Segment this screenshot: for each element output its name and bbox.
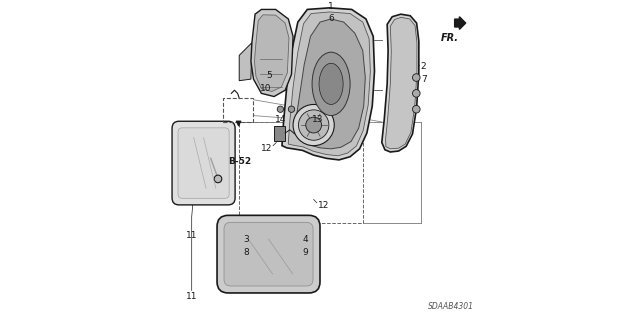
Polygon shape <box>282 8 374 160</box>
Polygon shape <box>239 43 252 81</box>
Ellipse shape <box>319 63 343 104</box>
Text: 4: 4 <box>303 235 308 244</box>
FancyBboxPatch shape <box>217 215 320 293</box>
Polygon shape <box>255 15 289 92</box>
FancyBboxPatch shape <box>172 121 235 205</box>
Bar <box>239 122 363 223</box>
Text: 11: 11 <box>186 292 198 301</box>
Circle shape <box>413 90 420 97</box>
Circle shape <box>214 175 222 183</box>
Text: 5: 5 <box>266 71 272 80</box>
Text: 10: 10 <box>260 84 272 93</box>
Text: 14: 14 <box>275 115 287 124</box>
Text: 12: 12 <box>319 201 330 210</box>
Bar <box>274 126 285 141</box>
Circle shape <box>293 104 334 146</box>
Text: SDAAB4301: SDAAB4301 <box>428 302 474 311</box>
Text: 11: 11 <box>186 232 198 241</box>
Polygon shape <box>382 14 419 152</box>
FancyBboxPatch shape <box>224 222 313 286</box>
Circle shape <box>413 74 420 81</box>
Text: 13: 13 <box>312 115 324 124</box>
Polygon shape <box>385 17 417 149</box>
Text: B-52: B-52 <box>228 157 251 166</box>
Text: 1: 1 <box>328 2 334 11</box>
Circle shape <box>306 117 321 133</box>
Circle shape <box>277 106 284 112</box>
Polygon shape <box>294 19 365 149</box>
Bar <box>223 98 253 122</box>
Polygon shape <box>289 12 371 156</box>
Polygon shape <box>251 10 293 97</box>
Text: 9: 9 <box>303 248 308 257</box>
Circle shape <box>289 106 294 112</box>
Text: 7: 7 <box>420 75 426 84</box>
FancyBboxPatch shape <box>178 128 229 198</box>
Text: 12: 12 <box>260 144 272 153</box>
Text: 3: 3 <box>243 235 249 244</box>
Ellipse shape <box>312 52 350 115</box>
Text: FR.: FR. <box>440 33 458 43</box>
Circle shape <box>298 110 329 140</box>
Text: 8: 8 <box>243 248 249 257</box>
FancyArrow shape <box>454 17 466 29</box>
Text: 6: 6 <box>328 14 334 23</box>
Text: 2: 2 <box>420 62 426 71</box>
Circle shape <box>413 105 420 113</box>
